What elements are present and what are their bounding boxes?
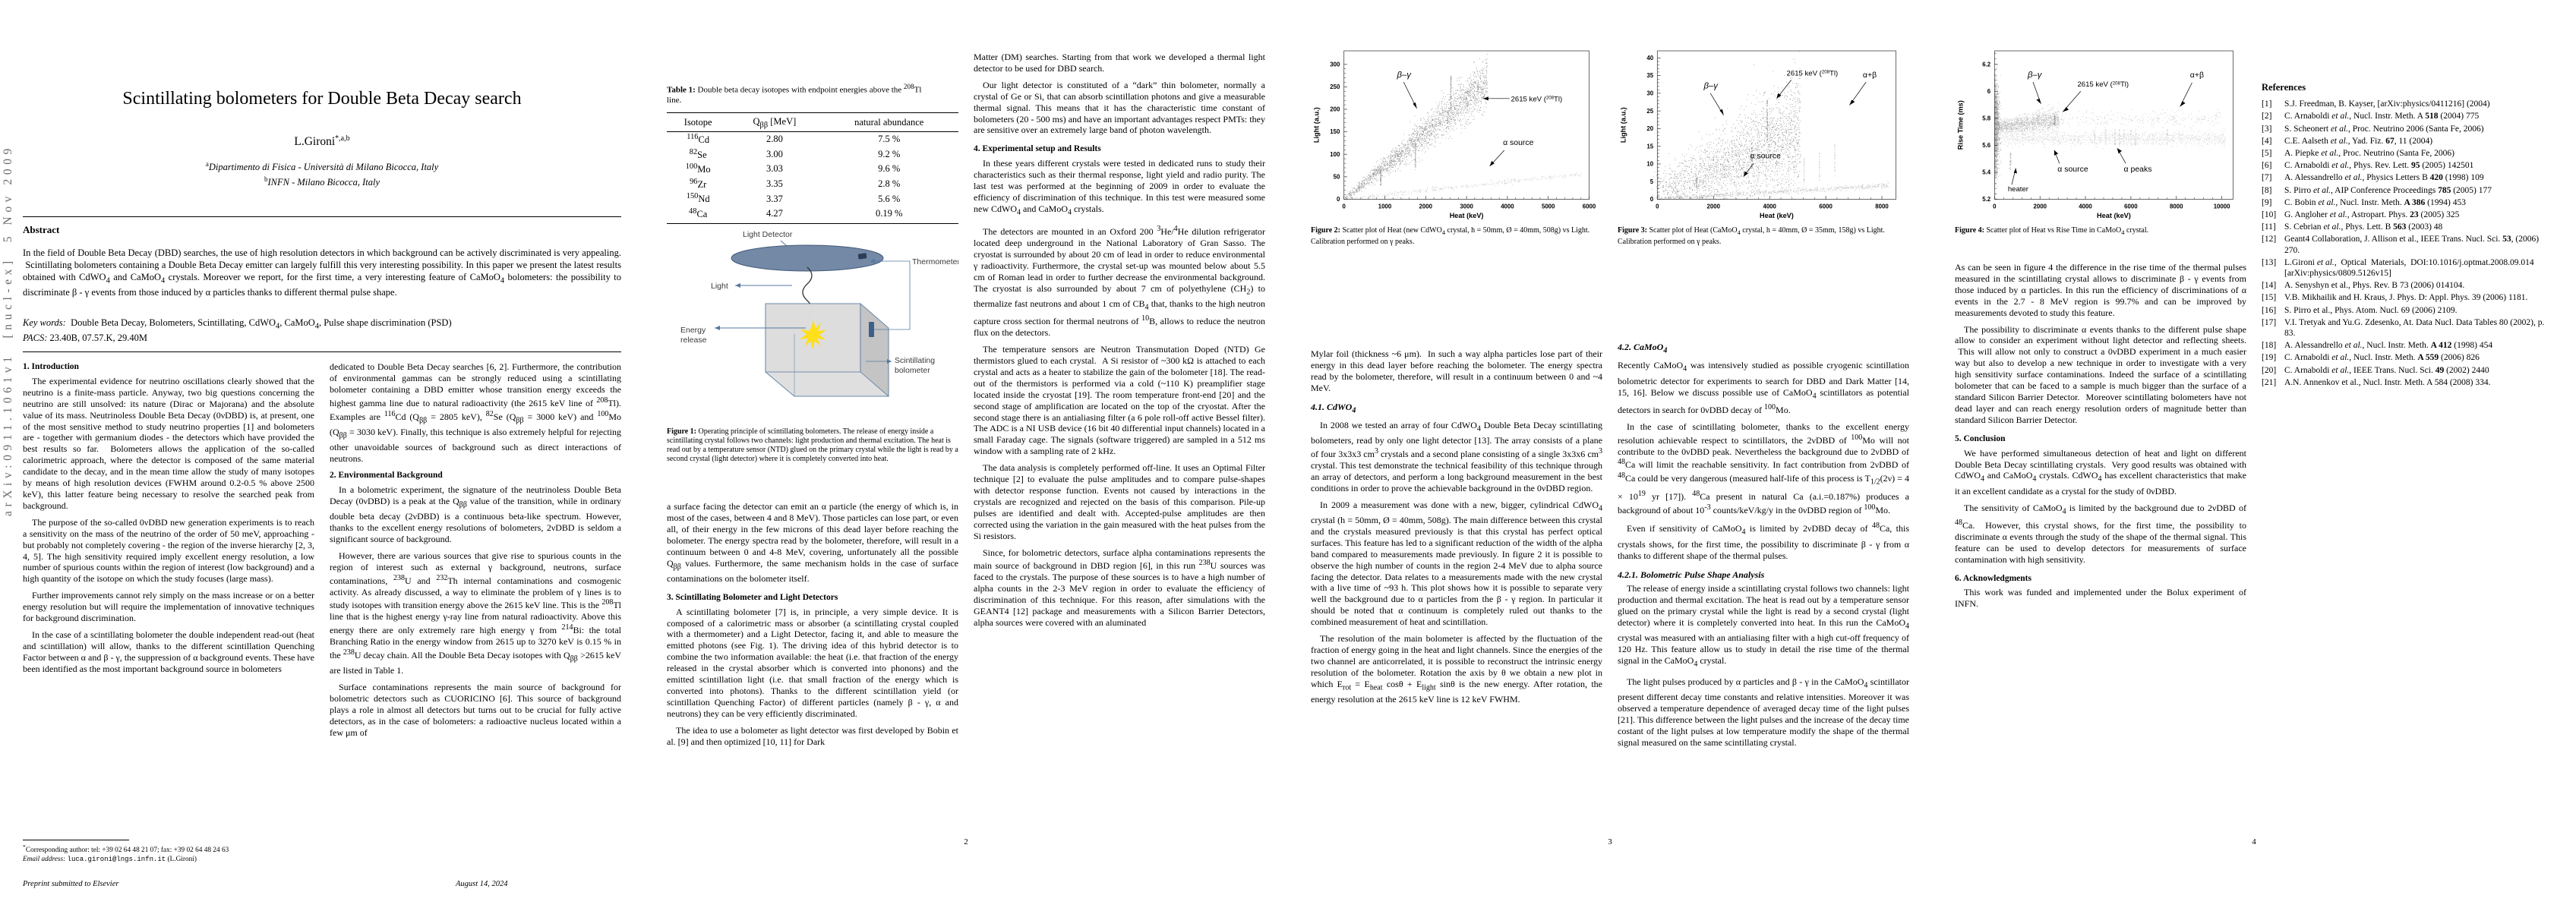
svg-text:40: 40 (1646, 55, 1653, 61)
svg-text:2000: 2000 (2034, 203, 2047, 210)
svg-text:0: 0 (1342, 203, 1346, 210)
svg-text:α source: α source (1503, 139, 1534, 147)
svg-text:8000: 8000 (1875, 203, 1889, 210)
svg-text:15: 15 (1646, 143, 1653, 150)
svg-text:100: 100 (1330, 151, 1340, 158)
svg-text:8000: 8000 (2170, 203, 2183, 210)
svg-text:20: 20 (1646, 125, 1653, 132)
svg-text:2615 keV (208Tl): 2615 keV (208Tl) (1787, 69, 1839, 77)
svg-text:6: 6 (1987, 88, 1991, 95)
svg-text:Light Detector: Light Detector (743, 230, 793, 239)
svg-text:5: 5 (1650, 178, 1654, 185)
svg-text:α peaks: α peaks (2124, 165, 2152, 174)
svg-text:α+β: α+β (1863, 71, 1877, 80)
svg-text:0: 0 (1993, 203, 1997, 210)
svg-text:α+β: α+β (2190, 71, 2204, 80)
svg-text:30: 30 (1646, 90, 1653, 96)
svg-text:Scintillating: Scintillating (895, 356, 935, 365)
svg-text:5.4: 5.4 (1982, 169, 1991, 176)
svg-text:25: 25 (1646, 108, 1653, 115)
svg-text:Rise Time (ms): Rise Time (ms) (1956, 100, 1964, 150)
svg-text:250: 250 (1330, 84, 1340, 90)
svg-text:5000: 5000 (1542, 203, 1555, 210)
svg-text:200: 200 (1330, 106, 1340, 113)
svg-text:Energy: Energy (680, 326, 706, 335)
svg-text:6000: 6000 (2124, 203, 2138, 210)
svg-text:Light: Light (711, 282, 728, 291)
svg-text:300: 300 (1330, 61, 1340, 68)
svg-text:β–γ: β–γ (1396, 71, 1412, 80)
svg-text:Heat (keV): Heat (keV) (1450, 212, 1484, 219)
svg-text:α source: α source (2057, 165, 2088, 174)
svg-text:2000: 2000 (1707, 203, 1721, 210)
svg-text:0: 0 (1650, 196, 1654, 203)
svg-text:α source: α source (1750, 152, 1782, 160)
svg-text:Light (a.u.): Light (a.u.) (1312, 107, 1320, 143)
svg-text:2000: 2000 (1419, 203, 1433, 210)
svg-text:10: 10 (1646, 161, 1653, 168)
svg-text:10000: 10000 (2214, 203, 2230, 210)
svg-text:4000: 4000 (2079, 203, 2092, 210)
svg-text:bolometer: bolometer (895, 366, 930, 375)
svg-text:Heat (keV): Heat (keV) (2097, 212, 2131, 219)
svg-text:release: release (680, 336, 707, 345)
svg-text:150: 150 (1330, 128, 1340, 135)
svg-text:Light (a.u.): Light (a.u.) (1619, 107, 1627, 143)
svg-text:5.6: 5.6 (1982, 142, 1991, 149)
svg-text:Heat (keV): Heat (keV) (1760, 212, 1794, 219)
svg-text:β–γ: β–γ (1703, 82, 1719, 91)
svg-text:2615 keV (208Tl): 2615 keV (208Tl) (2077, 80, 2129, 89)
svg-text:6000: 6000 (1583, 203, 1596, 210)
svg-text:2615 keV (208Tl): 2615 keV (208Tl) (1511, 95, 1563, 103)
svg-text:1000: 1000 (1378, 203, 1392, 210)
svg-text:6000: 6000 (1819, 203, 1833, 210)
svg-text:β–γ: β–γ (2027, 71, 2043, 80)
svg-text:50: 50 (1334, 173, 1340, 180)
svg-text:0: 0 (1337, 196, 1340, 203)
svg-text:heater: heater (2008, 185, 2029, 194)
svg-text:3000: 3000 (1460, 203, 1473, 210)
svg-text:5.2: 5.2 (1982, 196, 1991, 203)
svg-text:35: 35 (1646, 72, 1653, 79)
svg-text:6.2: 6.2 (1982, 61, 1991, 68)
svg-text:4000: 4000 (1501, 203, 1514, 210)
svg-text:0: 0 (1656, 203, 1659, 210)
svg-text:4000: 4000 (1763, 203, 1776, 210)
svg-text:Thermometer: Thermometer (912, 257, 958, 266)
svg-text:5.8: 5.8 (1982, 115, 1991, 121)
